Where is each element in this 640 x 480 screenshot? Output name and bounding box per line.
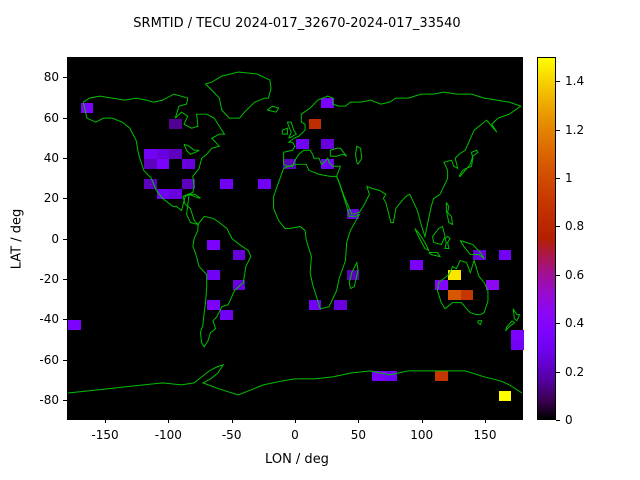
y-tick-mark <box>63 319 67 321</box>
y-tick-label: 40 <box>43 150 59 165</box>
chart-title: SRMTID / TECU 2024-017_32670-2024-017_33… <box>133 16 461 31</box>
x-tick-label: 150 <box>473 428 497 442</box>
heatmap-cell <box>68 320 81 331</box>
y-tick-mark <box>63 238 67 240</box>
heatmap-cell <box>498 390 512 401</box>
heatmap-cell <box>220 310 233 321</box>
colorbar-tick-label: 1.4 <box>565 74 585 89</box>
x-tick-mark <box>295 420 296 423</box>
y-tick-label: -60 <box>39 352 59 367</box>
y-tick-label: 60 <box>43 110 59 125</box>
x-tick-label: -50 <box>221 428 242 442</box>
heatmap-cell <box>182 179 195 190</box>
x-tick-label: -100 <box>154 428 182 442</box>
heatmap-cell <box>80 103 94 114</box>
heatmap-cell <box>511 330 524 341</box>
heatmap-cell <box>372 370 385 381</box>
y-tick-label: -20 <box>39 271 59 286</box>
plot-area <box>67 57 524 420</box>
heatmap-cell <box>473 249 486 260</box>
y-tick-mark <box>63 77 67 79</box>
colorbar-tick-label: 0.8 <box>565 219 585 234</box>
x-tick-mark <box>231 420 233 423</box>
heatmap-cell <box>232 279 246 290</box>
heatmap-cell <box>207 239 220 250</box>
heatmap-cell <box>156 158 170 169</box>
heatmap-cell <box>169 148 182 159</box>
x-tick-mark <box>105 420 106 423</box>
colorbar-tick-label: 0.6 <box>565 267 585 282</box>
heatmap-cell <box>296 138 309 149</box>
colorbar-tick-label: 1 <box>565 171 573 185</box>
heatmap-cell <box>144 158 157 169</box>
heatmap-cell <box>308 118 322 129</box>
x-tick-label: 50 <box>350 428 366 442</box>
y-tick-label: 0 <box>51 231 59 246</box>
heatmap-cell <box>144 148 157 159</box>
heatmap-cell <box>283 158 296 169</box>
y-tick-label: 20 <box>43 191 59 206</box>
heatmap-cell <box>207 300 220 311</box>
heatmap-cell <box>346 209 360 220</box>
colorbar-tick-mark <box>556 323 560 325</box>
x-tick-label: 100 <box>410 428 434 442</box>
heatmap-cell <box>460 289 474 300</box>
y-tick-mark <box>63 117 67 119</box>
heatmap-cell <box>498 249 512 260</box>
heatmap-cell <box>410 259 423 270</box>
heatmap-cell <box>169 118 182 129</box>
y-tick-mark <box>63 359 67 361</box>
heatmap-cell <box>156 148 170 159</box>
heatmap-cell <box>511 340 524 351</box>
x-axis-label: LON / deg <box>265 452 329 467</box>
colorbar-tick-label: 0.2 <box>565 364 585 379</box>
colorbar-tick-mark <box>556 178 560 179</box>
x-tick-mark <box>168 420 170 423</box>
heatmap-cell <box>435 279 448 290</box>
heatmap-cell <box>448 289 461 300</box>
y-tick-label: -40 <box>39 312 59 327</box>
y-tick-mark <box>63 157 67 159</box>
heatmap-cell <box>384 370 398 381</box>
heatmap-cells-layer <box>68 58 524 419</box>
heatmap-cell <box>448 269 461 280</box>
heatmap-cell <box>156 189 170 200</box>
heatmap-cell <box>334 300 347 311</box>
colorbar-tick-label: 1.2 <box>565 122 585 137</box>
heatmap-cell <box>435 370 448 381</box>
x-tick-mark <box>358 420 360 423</box>
y-tick-mark <box>63 278 67 280</box>
colorbar-tick-mark <box>556 129 560 131</box>
heatmap-cell <box>220 179 233 190</box>
heatmap-cell <box>346 269 360 280</box>
heatmap-cell <box>207 269 220 280</box>
heatmap-cell <box>169 189 182 200</box>
heatmap-cell <box>321 98 334 109</box>
colorbar-tick-label: 0.4 <box>565 316 585 331</box>
colorbar-tick-mark <box>556 226 560 228</box>
colorbar-tick-mark <box>556 420 560 421</box>
heatmap-cell <box>308 300 322 311</box>
y-tick-mark <box>63 198 67 200</box>
x-tick-mark <box>421 420 423 423</box>
heatmap-cell <box>321 158 334 169</box>
colorbar-tick-label: 0 <box>565 413 573 427</box>
y-tick-label: 80 <box>43 70 59 85</box>
heatmap-cell <box>486 279 499 290</box>
x-tick-label: 0 <box>291 428 299 442</box>
heatmap-cell <box>144 179 157 190</box>
colorbar-tick-mark <box>556 274 560 276</box>
heatmap-cell <box>182 158 195 169</box>
x-tick-label: -150 <box>91 428 119 442</box>
heatmap-cell <box>258 179 271 190</box>
heatmap-cell <box>232 249 246 260</box>
colorbar <box>537 57 556 420</box>
x-tick-mark <box>485 420 486 423</box>
y-tick-mark <box>63 399 67 401</box>
y-tick-label: -80 <box>39 392 59 407</box>
heatmap-cell <box>321 138 334 149</box>
colorbar-tick-mark <box>556 81 560 83</box>
colorbar-tick-mark <box>556 371 560 373</box>
